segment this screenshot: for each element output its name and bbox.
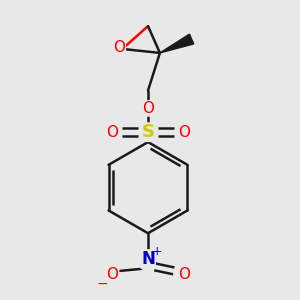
Text: O: O (178, 267, 190, 282)
Text: −: − (97, 277, 108, 291)
Text: O: O (106, 267, 119, 282)
Text: O: O (106, 125, 119, 140)
Polygon shape (160, 34, 194, 53)
Text: S: S (142, 123, 154, 141)
Text: +: + (152, 244, 162, 258)
Text: O: O (113, 40, 125, 56)
Text: O: O (178, 125, 190, 140)
Text: N: N (141, 250, 155, 268)
Text: O: O (142, 101, 154, 116)
